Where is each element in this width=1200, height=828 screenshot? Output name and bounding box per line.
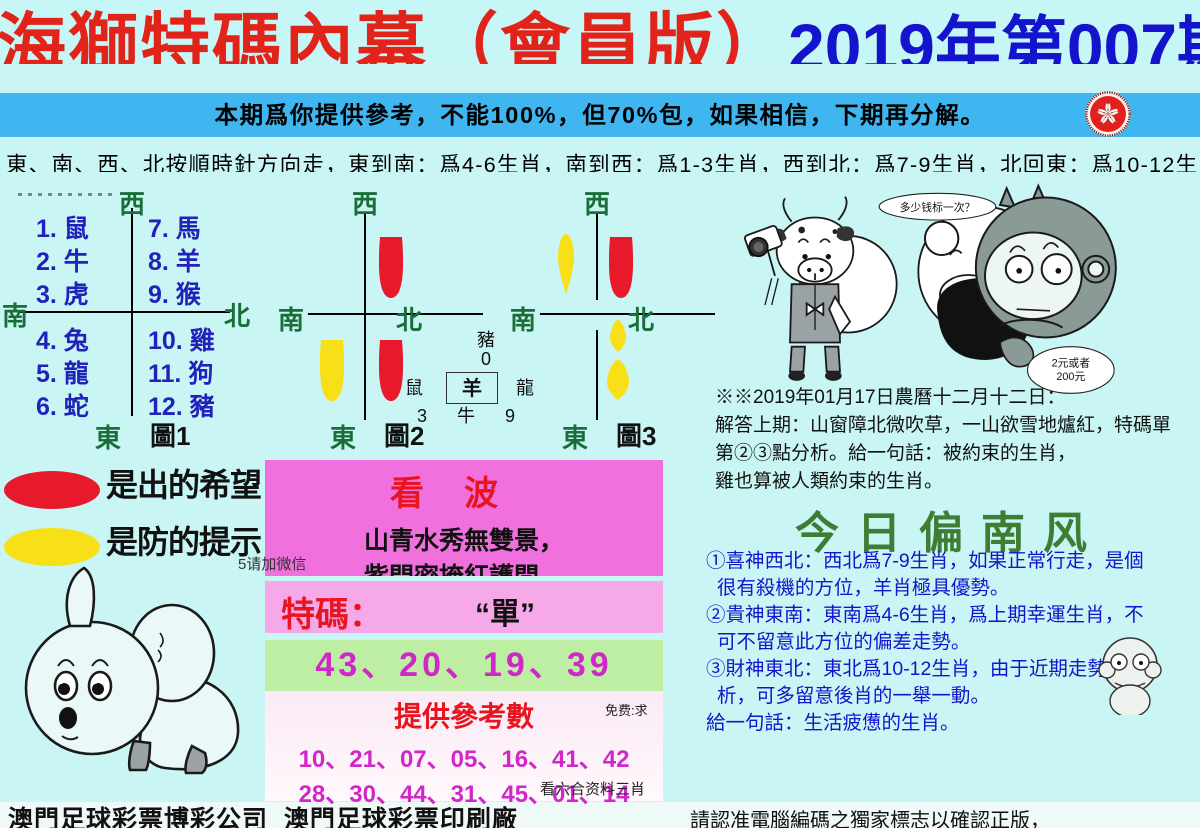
svg-text:多少钱标一次？: 多少钱标一次？ (900, 200, 976, 214)
svg-text:200元: 200元 (1056, 371, 1085, 383)
svg-text:2元或者: 2元或者 (1052, 357, 1091, 370)
